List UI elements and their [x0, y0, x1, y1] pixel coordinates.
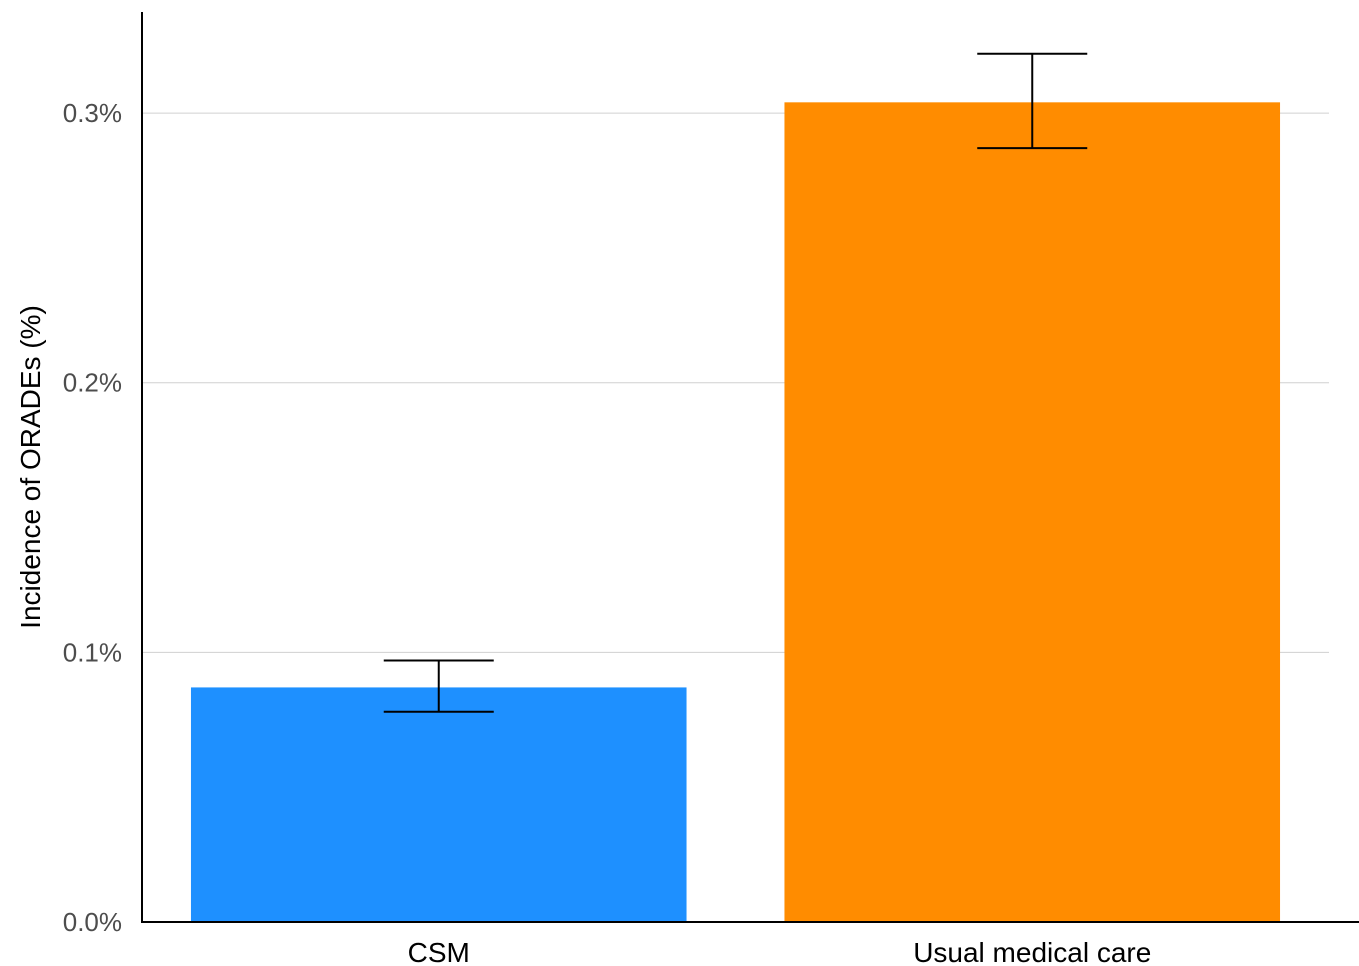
error-bar — [383, 659, 494, 713]
y-tick-label: 0.3% — [63, 98, 122, 128]
x-category-label: CSM — [408, 937, 470, 966]
bars — [190, 102, 1281, 922]
y-axis-title: Incidence of ORADEs (%) — [15, 305, 46, 629]
bar — [784, 102, 1281, 922]
y-tick-label: 0.0% — [63, 907, 122, 937]
error-bar — [977, 52, 1088, 150]
x-category-label: Usual medical care — [913, 937, 1151, 966]
y-tick-labels: 0.0% 0.1% 0.2% 0.3% — [63, 98, 122, 937]
y-tick-label: 0.2% — [63, 368, 122, 398]
error-bars — [383, 52, 1088, 713]
bar — [190, 687, 687, 922]
x-category-labels: CSM Usual medical care — [408, 937, 1152, 966]
y-tick-label: 0.1% — [63, 637, 122, 667]
